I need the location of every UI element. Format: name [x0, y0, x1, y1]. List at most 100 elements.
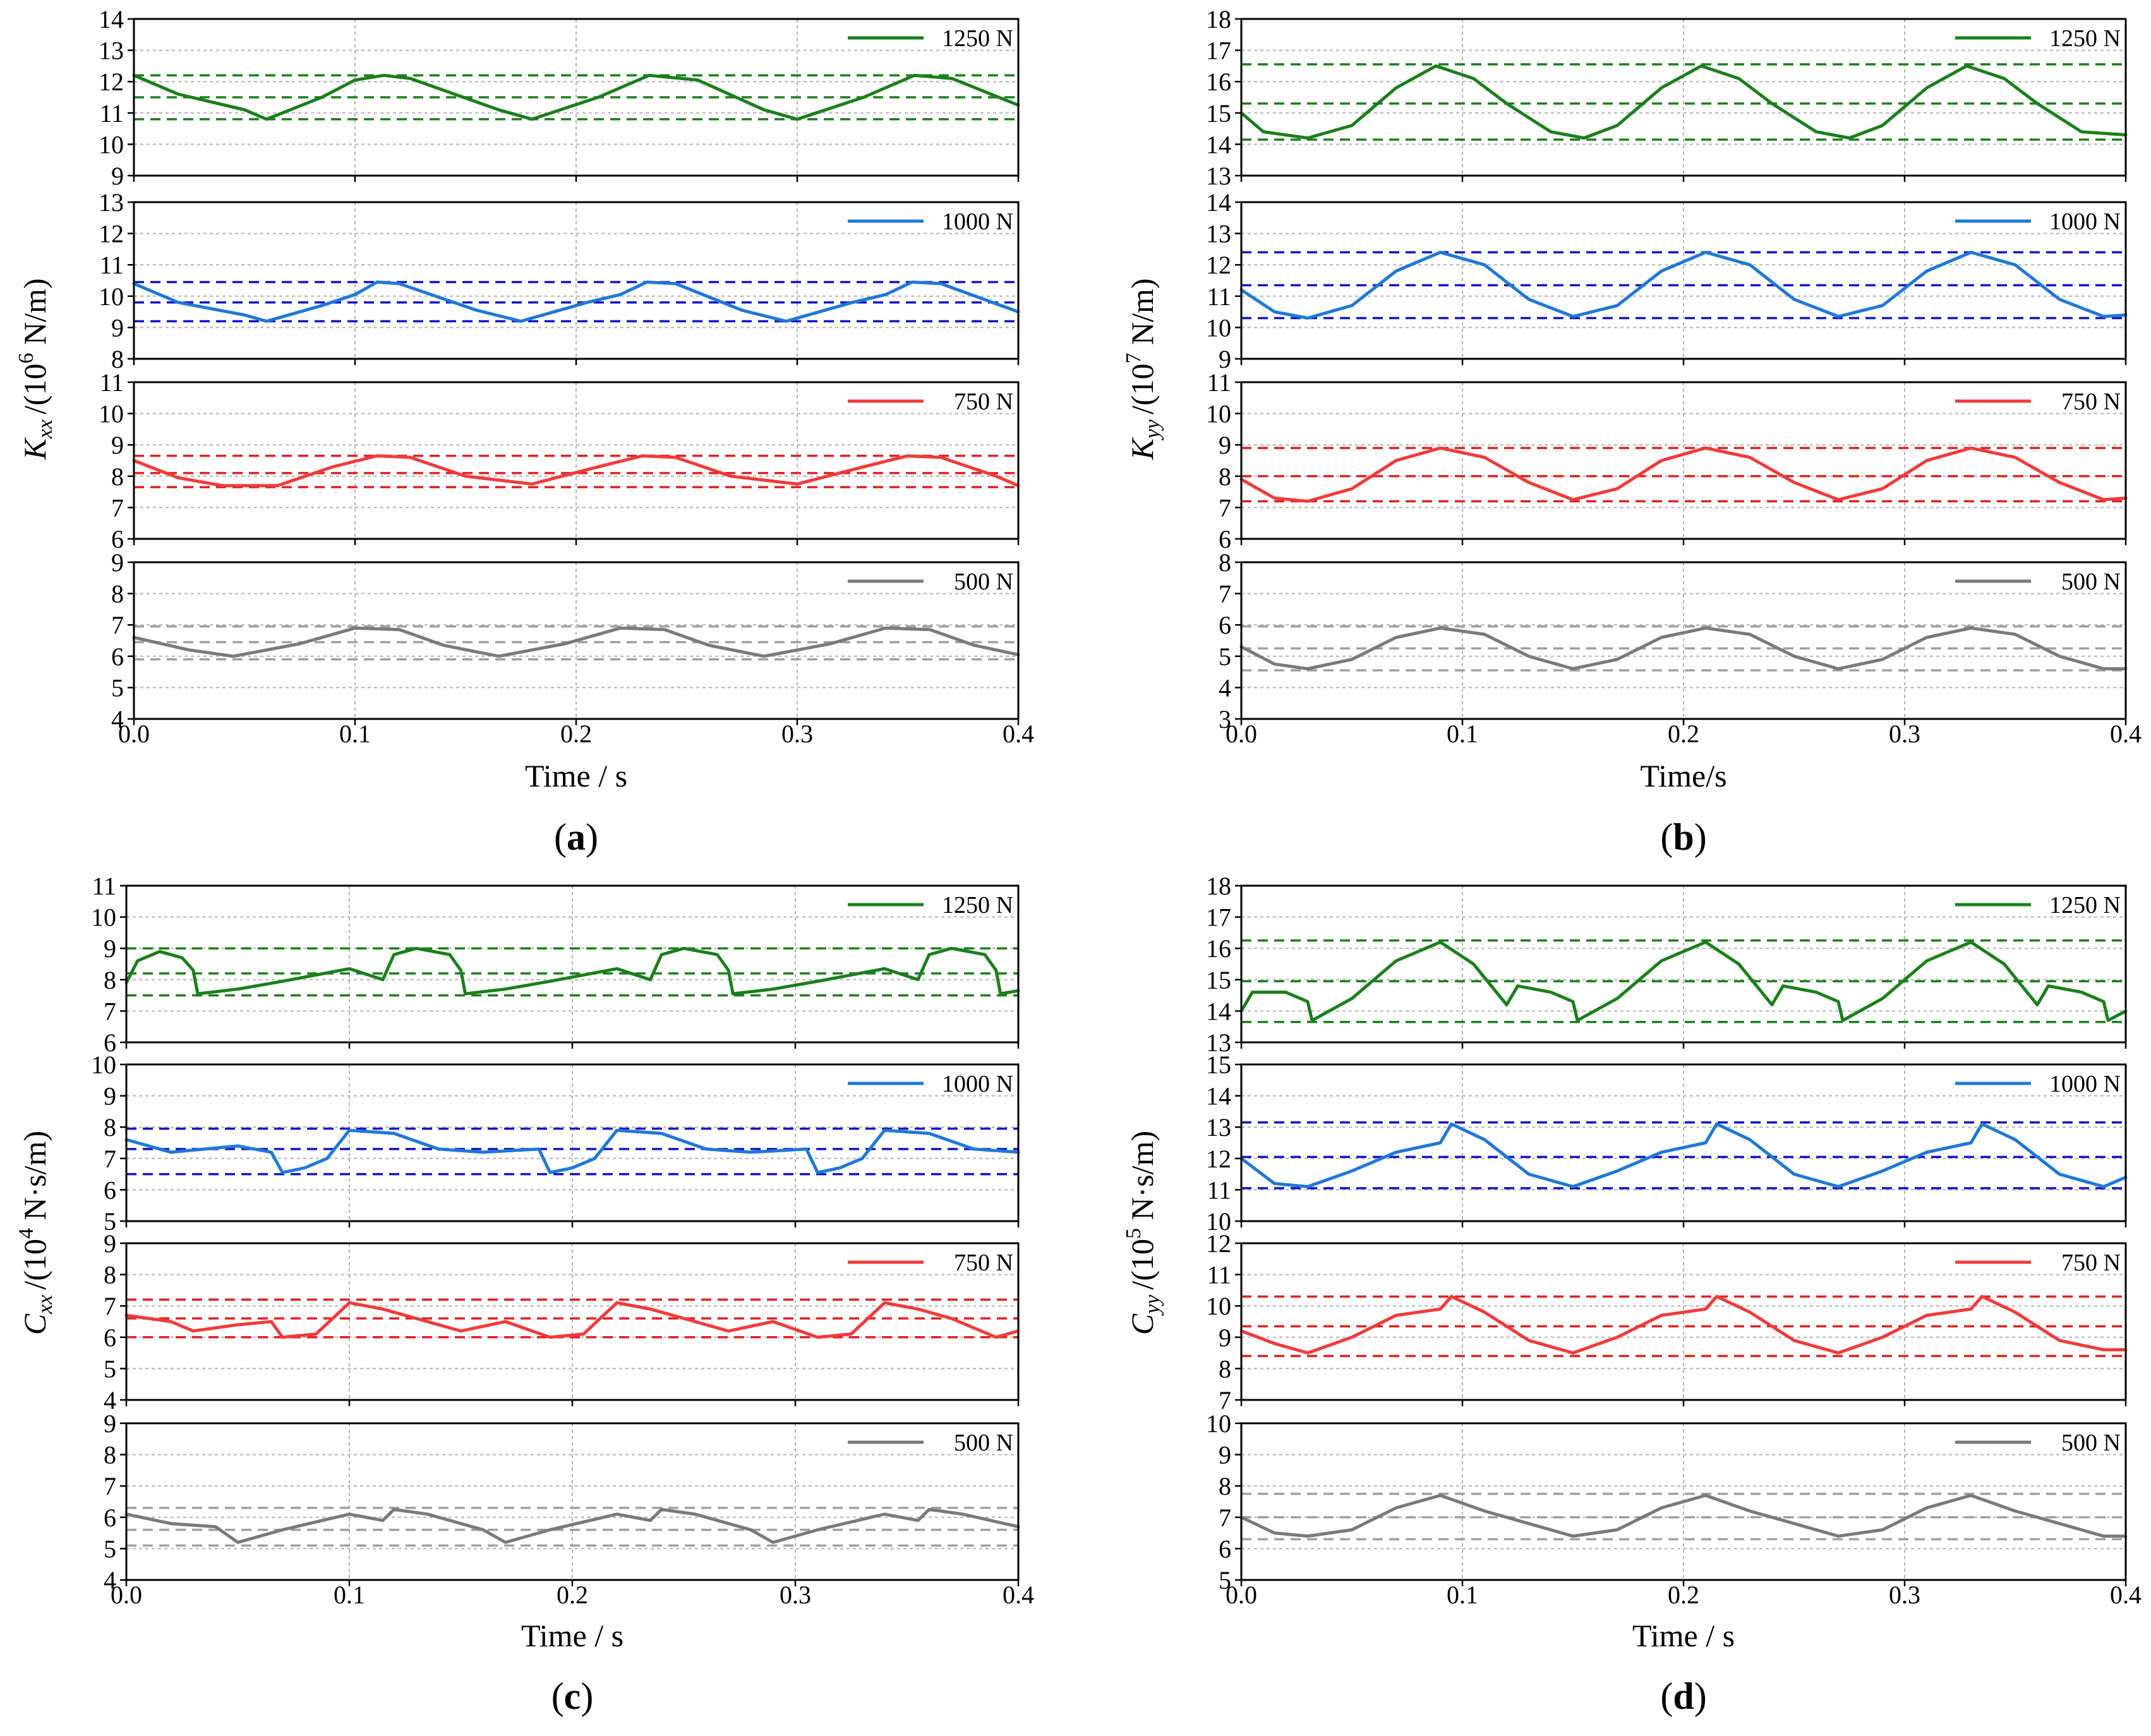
legend-label: 500 N [2061, 1430, 2121, 1456]
y-tick-label: 11 [1207, 282, 1231, 311]
y-tick-label: 6 [1219, 1534, 1231, 1563]
x-axis-title: Time / s [521, 1618, 624, 1653]
subplot-a-3: 6 78 9 10 11 750 N [99, 368, 1020, 553]
legend-label: 1000 N [2049, 208, 2121, 235]
x-tick-label: 0.2 [560, 720, 592, 748]
series-line [1239, 1493, 2128, 1538]
series-line [1239, 1122, 2128, 1188]
panel-caption-letter: b [1673, 816, 1694, 858]
x-tick-label: 0.0 [1226, 720, 1257, 748]
x-tick-label: 0.3 [780, 1581, 811, 1609]
y-tick-label: 11 [99, 99, 124, 128]
y-tick-label: 9 [1219, 1441, 1231, 1469]
legend-label: 500 N [954, 1430, 1013, 1456]
y-tick-label: 7 [111, 493, 124, 522]
series-line [1239, 940, 2128, 1022]
series-line [1239, 626, 2128, 671]
y-tick-label: 7 [104, 1292, 116, 1320]
x-tick-label: 0.3 [1889, 1581, 1920, 1609]
y-tick-label: 9 [1219, 345, 1231, 373]
y-tick-label: 18 [1206, 5, 1231, 33]
y-tick-label: 6 [111, 642, 124, 671]
series-line [132, 626, 1020, 658]
y-tick-label: 9 [1219, 1323, 1231, 1352]
y-tick-label: 14 [1206, 188, 1231, 217]
y-axis-title-symbol: K [1124, 437, 1160, 461]
y-tick-label: 8 [111, 345, 124, 373]
y-tick-label: 6 [1219, 525, 1231, 553]
y-tick-label: 10 [99, 282, 124, 311]
legend-label: 750 N [2061, 389, 2121, 415]
y-tick-label: 4 [1219, 673, 1231, 702]
y-axis-title-unit: N/m) [17, 278, 52, 353]
y-tick-label: 15 [1206, 966, 1231, 994]
y-axis-title-exponent: 7 [1122, 353, 1145, 363]
x-tick-label: 0.1 [339, 720, 371, 748]
x-tick-label: 0.2 [557, 1581, 588, 1609]
y-tick-label: 7 [111, 611, 124, 639]
y-tick-label: 14 [1206, 130, 1231, 159]
y-tick-label: 10 [91, 903, 116, 932]
y-tick-label: 11 [1207, 368, 1231, 397]
y-tick-label: 12 [1206, 1229, 1231, 1258]
panel-caption: (c) [551, 1675, 594, 1717]
y-tick-label: 12 [1206, 1145, 1231, 1173]
y-tick-label: 10 [1206, 313, 1231, 342]
panel-caption: (d) [1660, 1675, 1706, 1717]
y-tick-label: 9 [111, 548, 124, 577]
subplot-a-4: 4 56 7 8 9 500 N [111, 548, 1020, 733]
legend-label: 500 N [954, 569, 1013, 595]
legend-label: 750 N [954, 1250, 1013, 1276]
y-tick-label: 5 [111, 673, 124, 702]
y-tick-label: 17 [1206, 903, 1231, 932]
y-tick-label: 13 [99, 37, 124, 65]
x-tick-label: 0.3 [1889, 720, 1920, 748]
x-tick-label: 0.2 [1668, 1581, 1699, 1609]
y-tick-label: 7 [1219, 580, 1231, 608]
y-tick-label: 4 [111, 705, 124, 733]
x-axis-title: Time / s [1632, 1618, 1735, 1653]
y-axis-title-subscript: xx [33, 1295, 57, 1315]
y-tick-label: 5 [1219, 642, 1231, 671]
y-tick-label: 7 [1219, 1504, 1231, 1532]
y-axis-title: Cyy /(105 N·s/m) [1122, 1131, 1164, 1335]
y-tick-label: 3 [1219, 705, 1231, 733]
panel-caption-letter: c [564, 1675, 581, 1717]
series-line [124, 1128, 1020, 1174]
y-tick-label: 16 [1206, 68, 1231, 96]
y-tick-label: 16 [1206, 934, 1231, 963]
y-tick-label: 13 [1206, 162, 1231, 190]
subplot-c-4: 4 56 7 8 9 500 N [104, 1409, 1020, 1594]
y-tick-label: 8 [1219, 548, 1231, 577]
series-line [132, 73, 1020, 121]
y-tick-label: 12 [99, 68, 124, 96]
legend-label: 500 N [2061, 569, 2121, 595]
y-tick-label: 11 [99, 251, 124, 279]
y-axis-title-unit: N·s/m) [1124, 1131, 1160, 1228]
y-tick-label: 6 [104, 1176, 116, 1204]
subplot-b-3: 6 78 9 10 11 750 N [1206, 368, 2128, 553]
panel-caption-open: ( [551, 1675, 564, 1717]
subplot-b-4: 3 45 6 7 8 500 N [1219, 548, 2128, 733]
x-tick-label: 0.2 [1668, 720, 1699, 748]
y-tick-label: 11 [99, 368, 124, 397]
y-axis-title-unit: N·s/m) [17, 1131, 52, 1228]
y-tick-label: 8 [111, 462, 124, 491]
x-tick-label: 0.3 [781, 720, 813, 748]
y-tick-label: 13 [1206, 1113, 1231, 1142]
x-axis-title: Time / s [525, 758, 627, 793]
y-tick-label: 7 [1219, 493, 1231, 522]
y-axis-title-prefix: /(10 [17, 1239, 52, 1290]
subplot-c-3: 4 56 7 8 9 750 N [104, 1229, 1020, 1414]
y-tick-label: 9 [1219, 431, 1231, 459]
y-axis-title-subscript: yy [1141, 419, 1164, 440]
y-tick-label: 10 [1206, 1207, 1231, 1236]
x-axis-title: Time/s [1640, 758, 1726, 793]
y-tick-label: 5 [104, 1534, 116, 1563]
series-line [132, 280, 1020, 323]
series-line [124, 946, 1020, 996]
